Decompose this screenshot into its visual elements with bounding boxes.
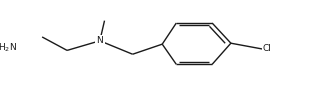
Text: N: N [96,36,103,45]
Text: H$_2$N: H$_2$N [0,42,17,54]
Text: Cl: Cl [262,44,271,53]
